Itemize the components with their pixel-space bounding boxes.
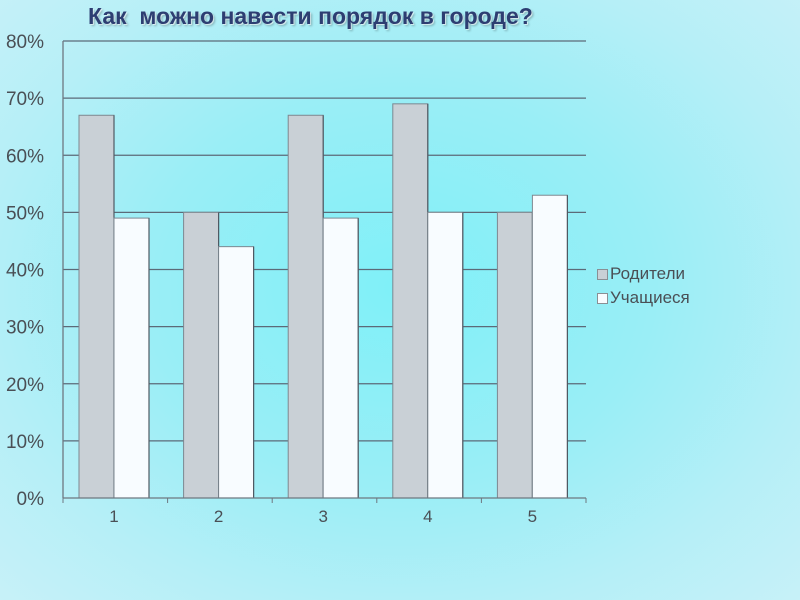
bar bbox=[113, 217, 150, 499]
y-tick-label: 60% bbox=[6, 146, 44, 167]
legend-label-uchashchiesya: Учащиеся bbox=[610, 288, 690, 307]
bar bbox=[78, 114, 115, 499]
legend-swatch-roditeli bbox=[597, 268, 608, 280]
x-axis-ticks: 1 2 3 4 5 bbox=[109, 507, 537, 526]
y-tick-label: 80% bbox=[6, 32, 44, 53]
y-tick-label: 20% bbox=[6, 375, 44, 396]
x-tick-label: 4 bbox=[423, 507, 432, 526]
bar bbox=[531, 194, 568, 499]
bars bbox=[78, 103, 569, 499]
axes bbox=[62, 41, 587, 503]
y-tick-label: 70% bbox=[6, 89, 44, 110]
y-tick-label: 40% bbox=[6, 261, 44, 282]
y-tick-label: 30% bbox=[6, 318, 44, 339]
legend-item-uchashchiesya: Учащиеся bbox=[597, 286, 690, 310]
legend: Родители Учащиеся bbox=[597, 262, 690, 310]
bar bbox=[496, 211, 533, 499]
legend-swatch-uchashchiesya bbox=[597, 292, 608, 304]
bar bbox=[218, 246, 255, 499]
y-tick-label: 0% bbox=[17, 489, 45, 510]
y-tick-label: 10% bbox=[6, 432, 44, 453]
bar bbox=[427, 211, 464, 499]
x-tick-label: 5 bbox=[528, 507, 537, 526]
bar bbox=[183, 211, 220, 499]
bar bbox=[322, 217, 359, 499]
y-tick-label: 50% bbox=[6, 203, 44, 224]
bar bbox=[392, 103, 429, 499]
legend-item-roditeli: Родители bbox=[597, 262, 690, 286]
x-tick-label: 2 bbox=[214, 507, 223, 526]
bar bbox=[287, 114, 324, 499]
chart-title: Как можно навести порядок в городе? bbox=[88, 3, 533, 29]
y-axis-ticks: 0% 10% 20% 30% 40% 50% 60% 70% 80% bbox=[6, 32, 44, 510]
x-tick-label: 3 bbox=[318, 507, 327, 526]
legend-label-roditeli: Родители bbox=[610, 264, 685, 283]
x-tick-label: 1 bbox=[109, 507, 118, 526]
